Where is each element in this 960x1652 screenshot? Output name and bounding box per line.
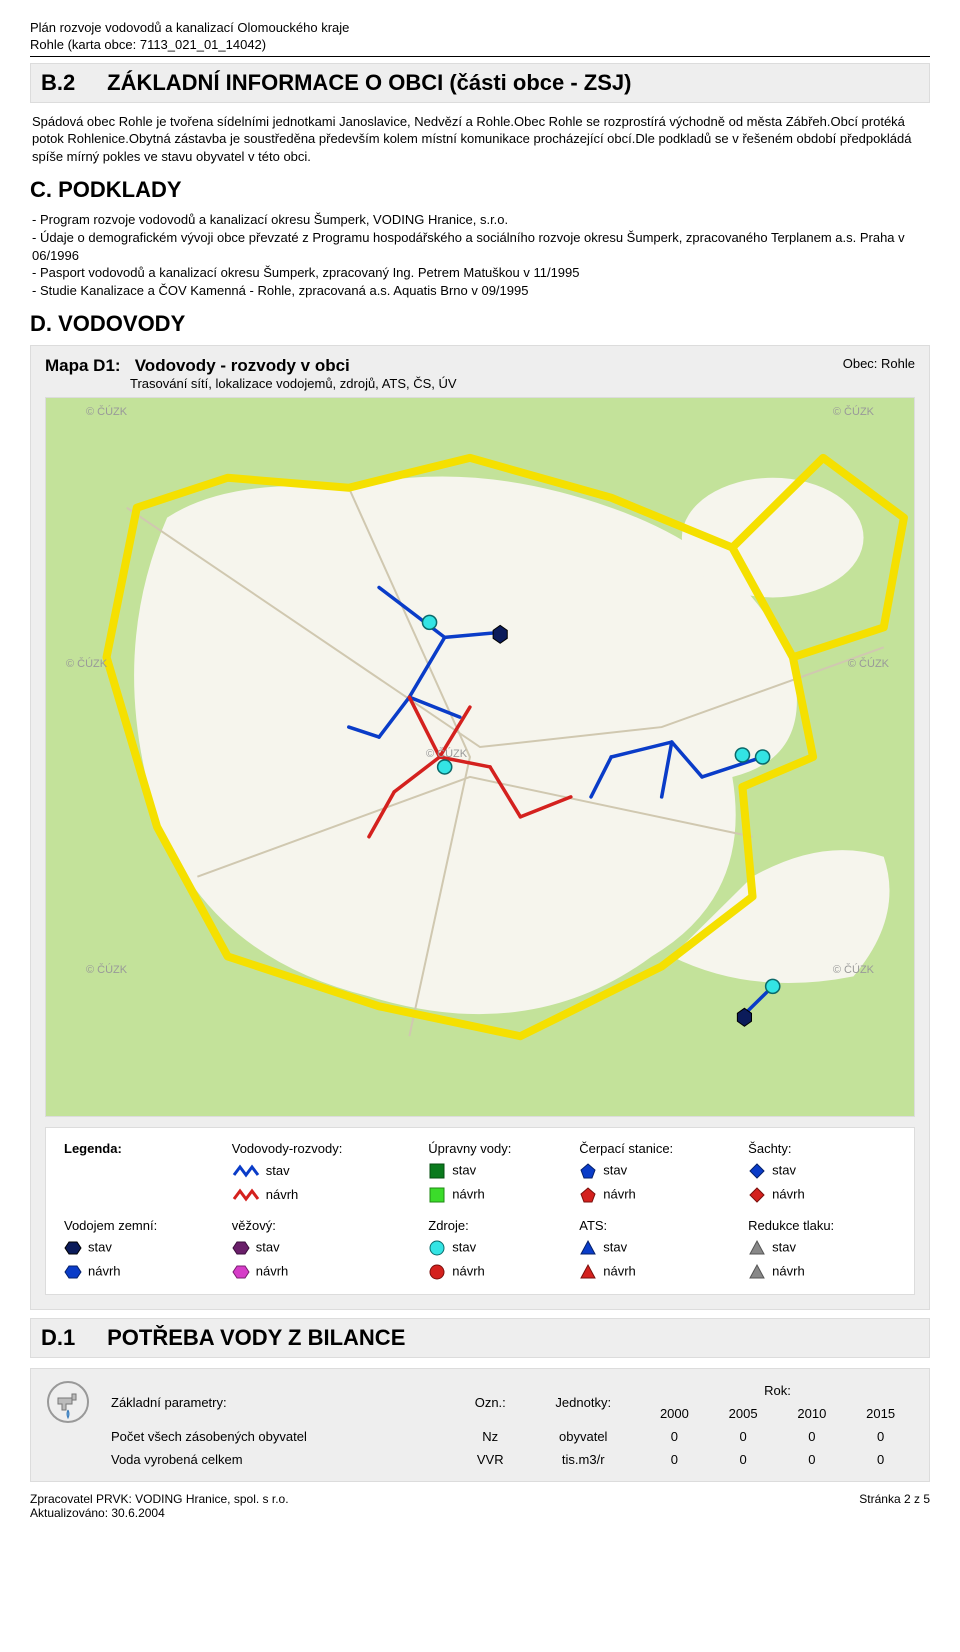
triangle-icon: [748, 1263, 766, 1281]
section-c-heading: C. PODKLADY: [30, 177, 930, 203]
footer-right: Stránka 2 z 5: [859, 1492, 930, 1520]
bilance-year: 2015: [846, 1402, 915, 1425]
section-b2-bar: B.2 ZÁKLADNÍ INFORMACE O OBCI (části obc…: [30, 63, 930, 103]
watermark: © ČÚZK: [426, 748, 467, 760]
section-d-heading: D. VODOVODY: [30, 311, 930, 337]
section-b2-paragraph: Spádová obec Rohle je tvořena sídelními …: [32, 113, 928, 166]
list-item: - Pasport vodovodů a kanalizací okresu Š…: [32, 264, 928, 282]
watermark: © ČÚZK: [833, 406, 874, 418]
legend-col: Vodovody-rozvody:: [228, 1138, 425, 1159]
legend-row: stav stav stav stav stav: [60, 1236, 900, 1260]
hexagon-icon: [232, 1239, 250, 1257]
list-item: - Údaje o demografickém vývoji obce přev…: [32, 229, 928, 264]
legend-col: ATS:: [575, 1215, 744, 1236]
footer-left-2: Aktualizováno: 30.6.2004: [30, 1506, 289, 1520]
hexagon-icon: [232, 1263, 250, 1281]
header-line-1: Plán rozvoje vodovodů a kanalizací Olomo…: [30, 20, 930, 37]
hexagon-icon: [64, 1239, 82, 1257]
pentagon-icon: [579, 1162, 597, 1180]
bilance-ozn-head: Ozn.:: [454, 1379, 526, 1425]
watermark: © ČÚZK: [66, 658, 107, 670]
header-line-2: Rohle (karta obce: 7113_021_01_14042): [30, 37, 930, 54]
legend: Legenda: Vodovody-rozvody: Úpravny vody:…: [45, 1127, 915, 1295]
legend-row: návrh návrh návrh návrh: [60, 1183, 900, 1207]
legend-col: Zdroje:: [424, 1215, 575, 1236]
triangle-icon: [579, 1239, 597, 1257]
triangle-icon: [748, 1239, 766, 1257]
zigzag-icon: [232, 1163, 260, 1179]
map-canvas: © ČÚZK © ČÚZK © ČÚZK © ČÚZK © ČÚZK © ČÚZ…: [45, 397, 915, 1117]
hexagon-icon: [64, 1263, 82, 1281]
legend-col: Vodojem zemní:: [60, 1215, 228, 1236]
section-b2-code: B.2: [41, 70, 101, 96]
list-item: - Studie Kanalizace a ČOV Kamenná - Rohl…: [32, 282, 928, 300]
watermark: © ČÚZK: [86, 406, 127, 418]
legend-row: návrh návrh návrh návrh návrh: [60, 1260, 900, 1284]
diamond-icon: [748, 1162, 766, 1180]
bilance-card: Základní parametry: Ozn.: Jednotky: Rok:…: [30, 1368, 930, 1482]
map-title-prefix: Mapa D1:: [45, 356, 130, 376]
list-item: - Program rozvoje vodovodů a kanalizací …: [32, 211, 928, 229]
bilance-year: 2005: [709, 1402, 778, 1425]
legend-col: Šachty:: [744, 1138, 900, 1159]
bilance-year: 2010: [777, 1402, 846, 1425]
watermark: © ČÚZK: [833, 964, 874, 976]
pentagon-icon: [579, 1186, 597, 1204]
map-card: Mapa D1: Vodovody - rozvody v obci Traso…: [30, 345, 930, 1310]
map-title: Vodovody - rozvody v obci: [135, 356, 350, 375]
circle-icon: [428, 1239, 446, 1257]
watermark: © ČÚZK: [86, 964, 127, 976]
map-subtitle: Trasování sítí, lokalizace vodojemů, zdr…: [130, 376, 457, 391]
bilance-year: 2000: [640, 1402, 709, 1425]
section-d1-title: POTŘEBA VODY Z BILANCE: [107, 1325, 405, 1350]
bilance-units-head: Jednotky:: [526, 1379, 640, 1425]
bilance-row: Počet všech zásobených obyvatel Nz obyva…: [105, 1425, 915, 1448]
page-header: Plán rozvoje vodovodů a kanalizací Olomo…: [30, 20, 930, 57]
legend-col: Redukce tlaku:: [744, 1215, 900, 1236]
section-d1-bar: D.1 POTŘEBA VODY Z BILANCE: [30, 1318, 930, 1358]
footer-left-1: Zpracovatel PRVK: VODING Hranice, spol. …: [30, 1492, 289, 1506]
tap-icon: [45, 1379, 91, 1425]
bilance-row: Voda vyrobená celkem VVR tis.m3/r 0 0 0 …: [105, 1448, 915, 1471]
triangle-icon: [579, 1263, 597, 1281]
watermark: © ČÚZK: [848, 658, 889, 670]
legend-row: stav stav stav stav: [60, 1159, 900, 1183]
bilance-year-head: Rok:: [640, 1379, 915, 1402]
square-icon: [428, 1186, 446, 1204]
diamond-icon: [748, 1186, 766, 1204]
legend-col: Čerpací stanice:: [575, 1138, 744, 1159]
section-b2-title: ZÁKLADNÍ INFORMACE O OBCI (části obce - …: [107, 70, 631, 95]
circle-icon: [428, 1263, 446, 1281]
legend-head: Legenda:: [64, 1141, 122, 1156]
square-icon: [428, 1162, 446, 1180]
legend-col: věžový:: [228, 1215, 425, 1236]
page-footer: Zpracovatel PRVK: VODING Hranice, spol. …: [30, 1492, 930, 1520]
zigzag-icon: [232, 1187, 260, 1203]
legend-col: Úpravny vody:: [424, 1138, 575, 1159]
bilance-param-head: Základní parametry:: [105, 1379, 454, 1425]
map-right-label: Obec: Rohle: [843, 356, 915, 371]
section-d1-code: D.1: [41, 1325, 101, 1351]
section-c-list: - Program rozvoje vodovodů a kanalizací …: [32, 211, 928, 299]
